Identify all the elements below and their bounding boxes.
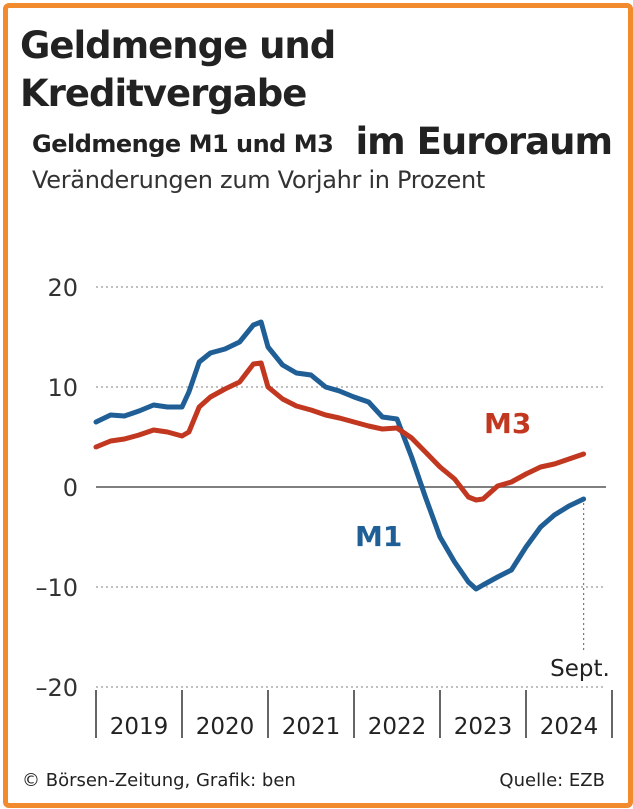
series — [93, 319, 587, 592]
title-line-2: im Euroraum — [355, 120, 613, 163]
series-label-m1: M1 — [355, 520, 402, 553]
x-tick-label: 2023 — [454, 714, 513, 740]
end-annotation: Sept. — [550, 656, 610, 682]
series-label-m3: M3 — [484, 407, 531, 440]
series-line-m3 — [93, 360, 587, 503]
x-tick-label: 2021 — [282, 714, 341, 740]
y-tick-label: 20 — [47, 274, 78, 302]
y-tick-label: –10 — [35, 574, 78, 602]
y-tick-label: 0 — [63, 474, 78, 502]
y-tick-label: 10 — [47, 374, 78, 402]
series-line-m1 — [93, 319, 587, 592]
x-tick-label: 2022 — [368, 714, 427, 740]
chart-subtitle: Geldmenge M1 und M3 — [32, 130, 334, 158]
chart-title: Geldmenge und Kreditvergabe im Euroraum — [20, 22, 613, 166]
unit-label: Veränderungen zum Vorjahr in Prozent — [32, 166, 486, 194]
copyright-credit: © Börsen-Zeitung, Grafik: ben — [22, 770, 296, 791]
chart-frame — [3, 3, 633, 808]
title-line-1: Geldmenge und Kreditvergabe — [20, 24, 336, 115]
axes — [95, 486, 613, 738]
x-tick-label: 2019 — [110, 714, 169, 740]
labels: 20 10 0 –10 –20 2019 2020 2021 2022 2023 2024 M1 M3 S… — [35, 274, 609, 740]
x-tick-label: 2024 — [540, 714, 599, 740]
x-tick-label: 2020 — [196, 714, 255, 740]
y-tick-label: –20 — [35, 674, 78, 702]
grid — [96, 286, 606, 688]
source-credit: Quelle: EZB — [499, 770, 605, 791]
